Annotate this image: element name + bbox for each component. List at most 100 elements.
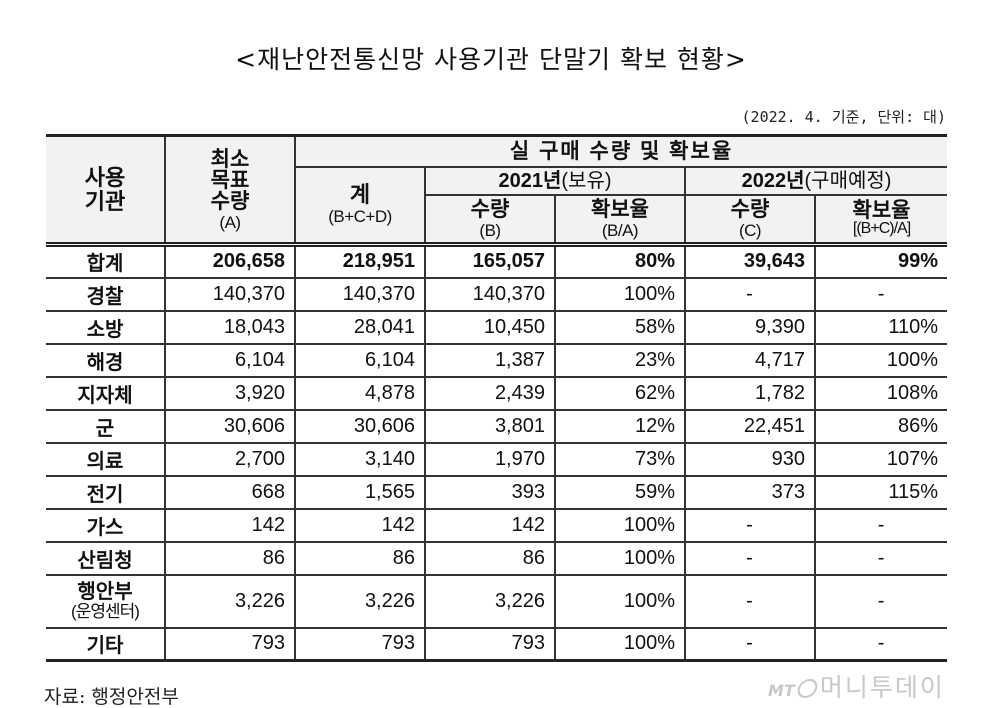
total-cell: 140,370 [294,276,426,312]
qty-2022-cell: 1,782 [684,375,816,411]
header-min-target: 최소 목표 수량 (A) [164,134,296,247]
min-target-cell: 6,104 [164,342,296,378]
rate-2021-cell: 58% [554,309,686,345]
rate-2021-cell: 12% [554,408,686,444]
agency-cell: 산림청 [46,540,166,576]
qty-2022-cell: - [684,276,816,312]
qty-2022-cell: 22,451 [684,408,816,444]
min-target-cell: 2,700 [164,441,296,477]
qty-2021-cell: 140,370 [424,276,556,312]
qty-2022-cell: - [684,507,816,543]
terminal-status-table: 사용 기관 최소 목표 수량 (A) 실 구매 수량 및 확보율 계 (B+C+… [46,134,948,662]
header-qty-b: 수량 (B) [425,193,556,247]
total-cell: 4,878 [294,375,426,411]
table-row: 경찰 140,370 140,370 140,370 100% - - [46,276,948,312]
rate-2021-cell: 23% [554,342,686,378]
min-target-cell: 18,043 [164,309,296,345]
total-cell: 30,606 [294,408,426,444]
header-total: 계 (B+C+D) [295,165,426,247]
unit-note: (2022. 4. 기준, 단위: 대) [741,108,946,126]
source-note: 자료: 행정안전부 [44,686,179,708]
header-year-2022: 2022년(구매예정) [683,165,948,196]
table-row: 소방 18,043 28,041 10,450 58% 9,390 110% [46,309,948,345]
table-row: 지자체 3,920 4,878 2,439 62% 1,782 108% [46,375,948,411]
rate-2022-cell: 108% [813,375,948,411]
table-row-total: 합계 206,658 218,951 165,057 80% 39,643 99… [46,243,948,279]
table-row: 가스 142 142 142 100% - - [46,507,948,543]
rate-2021-cell: 73% [554,441,686,477]
total-cell: 793 [294,626,426,662]
watermark-text: 머니투데이 [819,673,945,702]
min-target-cell: 3,226 [164,573,296,629]
table-row: 의료 2,700 3,140 1,970 73% 930 107% [46,441,948,477]
min-target-cell: 3,920 [164,375,296,411]
agency-cell: 경찰 [46,276,166,312]
rate-2022-cell: 99% [813,243,948,279]
qty-2022-cell: 39,643 [684,243,816,279]
qty-2021-cell: 2,439 [424,375,556,411]
rate-2021-cell: 100% [554,276,686,312]
table-row: 행안부 (운영센터) 3,226 3,226 3,226 100% - - [46,573,948,629]
rate-2022-cell: 115% [813,474,948,510]
qty-2022-cell: - [684,626,816,662]
qty-2022-cell: 4,717 [684,342,816,378]
min-target-cell: 793 [164,626,296,662]
header-rate-b: 확보율 (B/A) [554,193,686,247]
qty-2022-cell: - [684,540,816,576]
min-target-cell: 668 [164,474,296,510]
agency-cell: 소방 [46,309,166,345]
agency-cell: 가스 [46,507,166,543]
table-row: 군 30,606 30,606 3,801 12% 22,451 86% [46,408,948,444]
rate-2022-cell: - [813,507,948,543]
qty-2022-cell: - [684,573,816,629]
ring-logo-icon [795,679,820,698]
qty-2022-cell: 930 [684,441,816,477]
qty-2021-cell: 165,057 [424,243,556,279]
qty-2021-cell: 1,387 [424,342,556,378]
rate-2022-cell: 110% [813,309,948,345]
total-cell: 86 [294,540,426,576]
qty-2022-cell: 373 [684,474,816,510]
agency-cell: 해경 [46,342,166,378]
rate-2022-cell: 107% [813,441,948,477]
header-qty-c: 수량 (C) [684,193,816,247]
header-agency: 사용 기관 [46,134,166,247]
total-cell: 218,951 [294,243,426,279]
table-row: 전기 668 1,565 393 59% 373 115% [46,474,948,510]
min-target-cell: 206,658 [164,243,296,279]
agency-cell: 행안부 (운영센터) [46,573,166,629]
min-target-cell: 140,370 [164,276,296,312]
rate-2021-cell: 62% [554,375,686,411]
min-target-cell: 142 [164,507,296,543]
total-cell: 6,104 [294,342,426,378]
agency-cell: 의료 [46,441,166,477]
page-title: <재난안전통신망 사용기관 단말기 확보 현황> [235,45,747,74]
rate-2022-cell: - [813,626,948,662]
qty-2021-cell: 1,970 [424,441,556,477]
agency-cell: 합계 [46,243,166,279]
qty-2021-cell: 86 [424,540,556,576]
rate-2022-cell: 100% [813,342,948,378]
qty-2021-cell: 793 [424,626,556,662]
rate-2022-cell: 86% [813,408,948,444]
min-target-cell: 86 [164,540,296,576]
total-cell: 1,565 [294,474,426,510]
qty-2021-cell: 3,801 [424,408,556,444]
agency-cell: 지자체 [46,375,166,411]
header-group-purchase: 실 구매 수량 및 확보율 [293,134,948,168]
qty-2021-cell: 3,226 [424,573,556,629]
table-row: 기타 793 793 793 100% - - [46,626,948,662]
watermark-logo: MT 머니투데이 [768,668,945,704]
header-year-2021: 2021년(보유) [424,165,686,196]
agency-cell: 군 [46,408,166,444]
qty-2022-cell: 9,390 [684,309,816,345]
rate-2021-cell: 80% [554,243,686,279]
mt-logo-text: MT [768,681,795,700]
rate-2021-cell: 100% [554,540,686,576]
rate-2022-cell: - [813,276,948,312]
rate-2021-cell: 59% [554,474,686,510]
agency-cell: 전기 [46,474,166,510]
rate-2022-cell: - [813,573,948,629]
header-rate-c: 확보율 [(B+C)/A] [813,193,948,247]
rate-2022-cell: - [813,540,948,576]
